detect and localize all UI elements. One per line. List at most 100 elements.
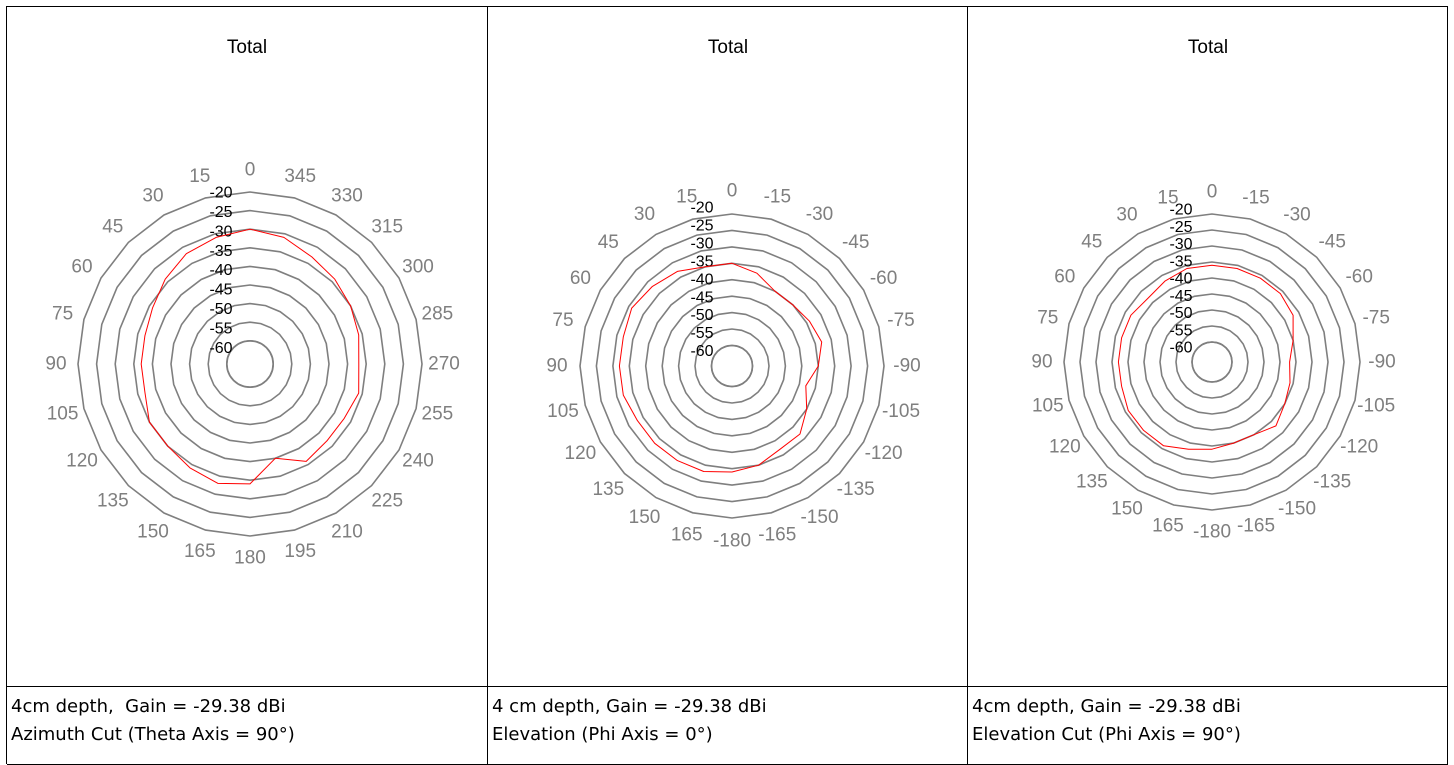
angle-tick-label: -30	[1283, 204, 1310, 225]
angle-tick-label: 105	[1032, 396, 1064, 417]
radial-tick-label: -60	[1169, 340, 1192, 357]
angle-tick-label: 75	[552, 310, 573, 331]
radial-tick-label: -20	[690, 200, 713, 217]
angle-tick-label: -120	[1340, 437, 1378, 458]
angle-tick-label: 195	[284, 541, 316, 562]
radial-tick-label: -45	[690, 289, 713, 306]
radial-tick-label: -35	[209, 243, 232, 260]
angle-tick-label: 240	[402, 451, 434, 472]
angle-tick-label: 30	[1116, 204, 1137, 225]
angle-tick-label: -105	[882, 401, 920, 422]
angle-tick-label: -60	[870, 268, 897, 289]
caption-cell-1: 4cm depth, Gain = -29.38 dBi Azimuth Cut…	[7, 687, 488, 765]
caption-line-cut: Elevation (Phi Axis = 0°)	[492, 724, 713, 745]
angle-tick-label: 180	[234, 548, 266, 569]
caption-line-depth-gain: 4 cm depth, Gain = -29.38 dBi	[492, 696, 767, 717]
gain-trace	[618, 262, 823, 473]
grid-ring-inner	[1191, 341, 1233, 383]
angle-tick-label: 90	[546, 356, 567, 377]
angle-tick-label: 15	[676, 187, 697, 208]
grid-ring	[132, 246, 368, 482]
grid-ring	[151, 265, 349, 463]
radial-tick-label: -55	[209, 321, 232, 338]
radial-tick-label: -55	[1169, 322, 1192, 339]
grid-ring	[188, 302, 312, 426]
caption-cell-3: 4cm depth, Gain = -29.38 dBi Elevation C…	[968, 687, 1448, 765]
angle-tick-label: 105	[47, 404, 79, 425]
radial-tick-label: -35	[1169, 253, 1192, 270]
angle-tick-label: 45	[1081, 231, 1102, 252]
angle-tick-label: -75	[1362, 308, 1389, 329]
angle-tick-label: 135	[592, 479, 624, 500]
grid-ring	[207, 321, 293, 407]
angle-tick-label: 120	[565, 443, 597, 464]
radial-tick-label: -30	[690, 235, 713, 252]
grid-ring	[1127, 277, 1297, 447]
grid-ring	[170, 284, 330, 444]
angle-tick-label: -75	[887, 310, 914, 331]
angle-tick-label: 60	[570, 268, 591, 289]
grid-ring	[114, 228, 386, 500]
chart-cell-3: Total 0 15 30 45 60 75 90 105 120 135 150 165 -180 -16…	[968, 7, 1448, 687]
angle-tick-label: -45	[842, 232, 869, 253]
radial-tick-label: -20	[209, 185, 232, 202]
chart-title: Total	[708, 37, 748, 58]
angle-tick-label: -135	[1313, 472, 1351, 493]
angle-tick-label: 210	[331, 522, 363, 543]
caption-line-depth-gain: 4cm depth, Gain = -29.38 dBi	[972, 696, 1241, 717]
angle-tick-label: 225	[371, 491, 403, 512]
figure-table: Total 0 15 30 45 60 75 90 105 120 135 150 165 180 195 2…	[6, 6, 1448, 765]
angle-tick-label: -90	[893, 356, 920, 377]
chart-cell-1: Total 0 15 30 45 60 75 90 105 120 135 150 165 180 195 2…	[7, 7, 488, 687]
grid-ring	[95, 209, 405, 519]
radial-tick-label: -25	[209, 204, 232, 221]
angle-tick-label: 45	[102, 216, 123, 237]
gain-trace	[140, 228, 360, 485]
caption-line-cut: Azimuth Cut (Theta Axis = 90°)	[11, 724, 295, 745]
angle-tick-label: 150	[629, 507, 661, 528]
radial-tick-label: -30	[209, 223, 232, 240]
angle-tick-label: 105	[547, 401, 579, 422]
chart-title: Total	[227, 37, 267, 58]
grid-ring	[1095, 245, 1329, 479]
grid-ring	[77, 191, 423, 537]
angle-tick-label: -45	[1318, 231, 1345, 252]
radial-tick-label: -45	[1169, 288, 1192, 305]
angle-tick-label: -60	[1345, 267, 1372, 288]
radial-tick-label: -60	[209, 340, 232, 357]
angle-tick-label: 285	[422, 303, 454, 324]
grid-ring	[1143, 293, 1281, 431]
caption-cell-2: 4 cm depth, Gain = -29.38 dBi Elevation …	[488, 687, 968, 765]
angle-tick-label: -30	[806, 204, 833, 225]
angle-tick-label: 120	[1049, 437, 1081, 458]
radial-tick-label: -55	[690, 325, 713, 342]
grid-ring	[579, 213, 885, 519]
angle-tick-label: -135	[837, 479, 875, 500]
chart-cell-2: Total 0 15 30 45 60 75 90 105 120 135 150 165 -180 -16…	[488, 7, 968, 687]
grid-ring	[1063, 213, 1361, 511]
angle-tick-label: -165	[758, 525, 796, 546]
angle-tick-label: 135	[97, 491, 129, 512]
grid-ring	[661, 295, 803, 437]
grid-ring	[694, 328, 770, 404]
angle-tick-label: 30	[142, 186, 163, 207]
grid-ring	[1111, 261, 1313, 463]
angle-tick-label: -120	[865, 443, 903, 464]
angle-tick-label: 30	[634, 204, 655, 225]
polar-chart-1: Total 0 15 30 45 60 75 90 105 120 135 150 165 180 195 2…	[45, 37, 459, 569]
angle-tick-label: 150	[1111, 499, 1143, 520]
angle-tick-label: 75	[1037, 308, 1058, 329]
angle-tick-label: 75	[52, 303, 73, 324]
angle-tick-label: -150	[800, 507, 838, 528]
angle-tick-label: 120	[66, 451, 98, 472]
grid-ring	[595, 229, 869, 503]
grid-ring	[1079, 229, 1345, 495]
grid-ring	[644, 278, 820, 454]
chart-title: Total	[1188, 37, 1228, 58]
grid-ring	[612, 246, 852, 486]
angle-tick-label: -15	[1242, 187, 1269, 208]
angle-tick-label: 0	[245, 160, 256, 181]
angle-tick-label: 15	[1157, 187, 1178, 208]
angle-tick-label: 165	[671, 525, 703, 546]
